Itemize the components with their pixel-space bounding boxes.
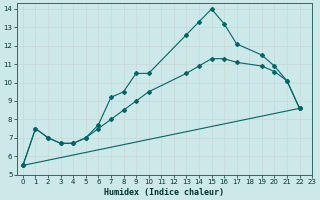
X-axis label: Humidex (Indice chaleur): Humidex (Indice chaleur) — [104, 188, 224, 197]
